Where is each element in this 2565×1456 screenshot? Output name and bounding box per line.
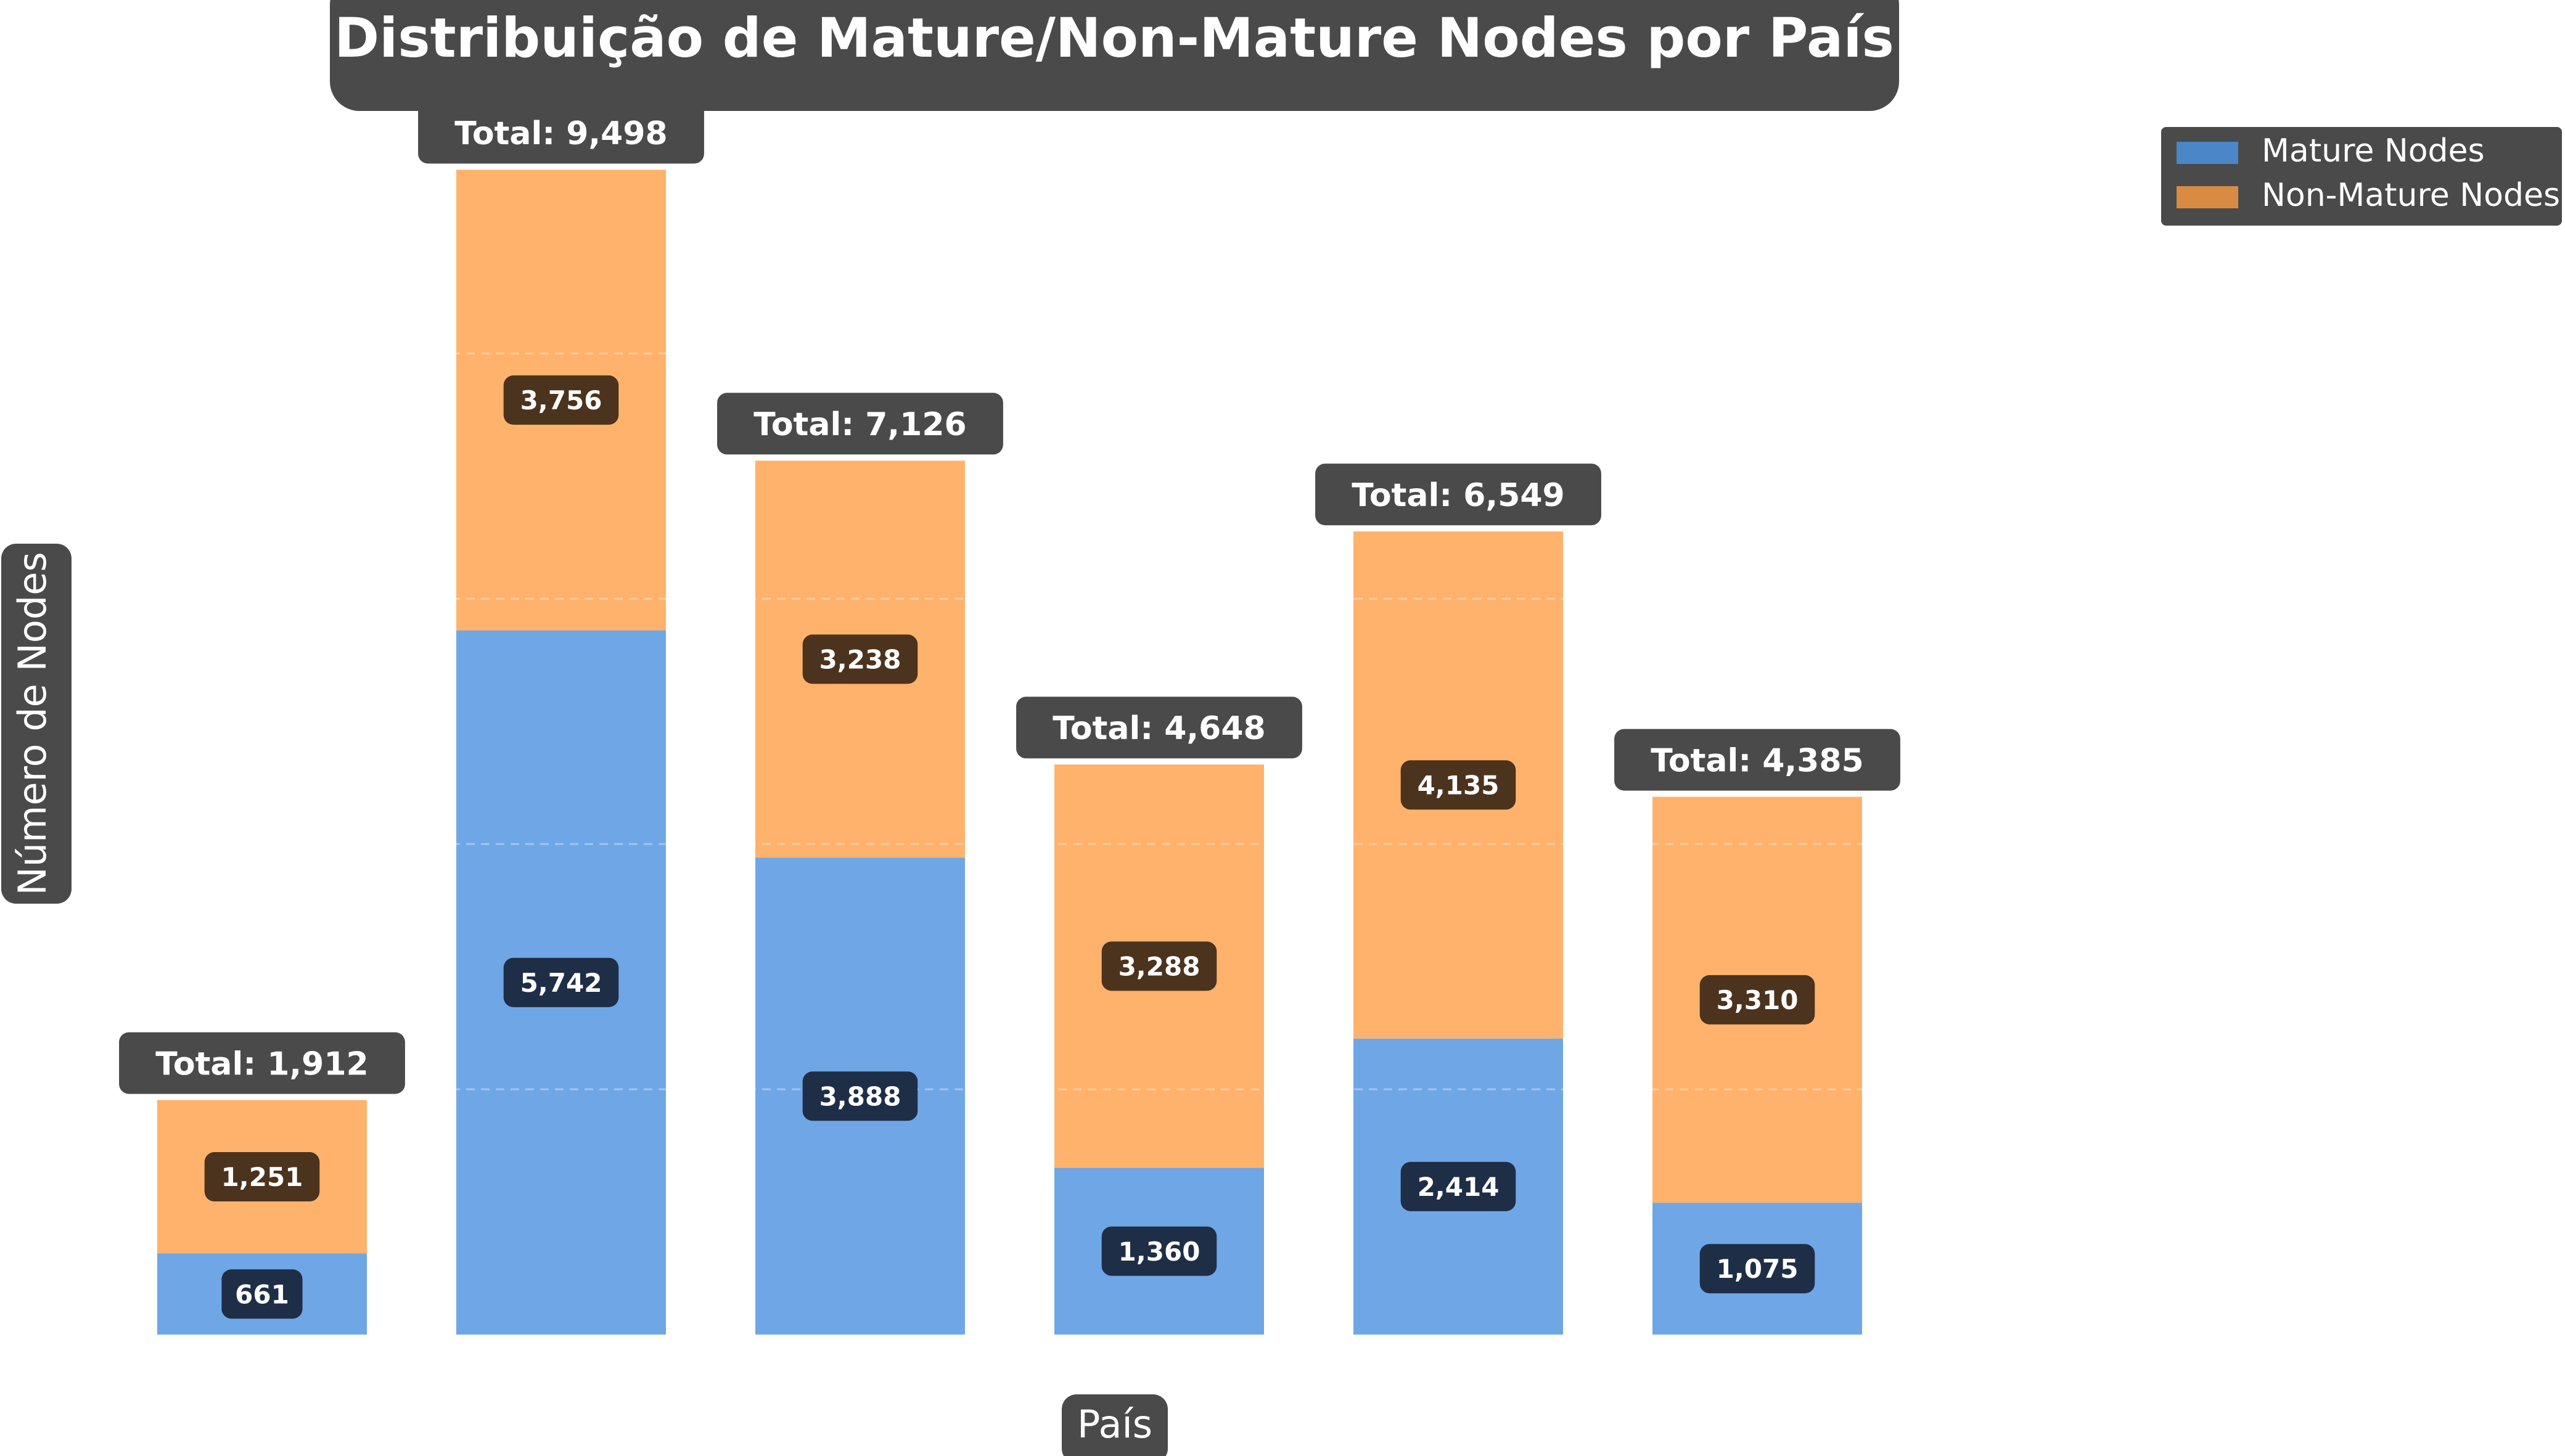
label-total-1: Total: 9,498 — [454, 115, 667, 152]
label-mature-3-box — [1101, 1226, 1217, 1276]
legend-label-non-mature: Non-Mature Nodes — [2262, 177, 2560, 214]
legend-label-mature: Mature Nodes — [2262, 133, 2485, 170]
label-mature-4-box — [1400, 1161, 1516, 1211]
label-non-mature-3-box — [1101, 941, 1217, 991]
chart-title-box — [330, 0, 1899, 111]
legend-box — [2161, 127, 2562, 226]
y-axis-label-text: Número de Nodes — [10, 552, 55, 895]
label-mature-5-box — [1699, 1244, 1815, 1294]
label-non-mature-5: 3,310 — [1717, 985, 1799, 1015]
x-axis-label: País — [1062, 1394, 1168, 1456]
label-total-5-box — [1614, 729, 1900, 791]
bars — [157, 170, 1862, 1335]
legend: Mature Nodes Non-Mature Nodes — [2161, 127, 2562, 226]
label-mature-5: 1,075 — [1717, 1254, 1799, 1284]
label-mature-4: 2,414 — [1418, 1172, 1500, 1202]
label-mature-2: 3,888 — [819, 1081, 901, 1111]
label-total-5: Total: 4,385 — [1651, 742, 1863, 779]
chart-title: Distribuição de Mature/Non-Mature Nodes … — [330, 0, 1899, 111]
label-total-0-box — [119, 1032, 405, 1094]
legend-swatch-mature — [2177, 142, 2238, 164]
y-axis-label: Número de Nodes — [1, 544, 72, 904]
label-non-mature-2-box — [802, 634, 918, 684]
legend-item-mature: Mature Nodes — [2177, 133, 2485, 170]
label-mature-0: 661 — [235, 1279, 289, 1309]
label-total-4-box — [1315, 464, 1601, 526]
x-axis-label-text: País — [1077, 1402, 1152, 1447]
label-non-mature-0-box — [204, 1152, 320, 1202]
legend-swatch-non-mature — [2177, 186, 2238, 208]
label-total-2: Total: 7,126 — [753, 406, 966, 443]
label-total-2-box — [717, 393, 1003, 455]
y-axis-label-box — [1, 544, 72, 904]
data-labels: 661 1,251 Total: 1,912 5,742 3,756 Total: 9,4… — [119, 102, 1900, 1319]
label-non-mature-4: 4,135 — [1418, 771, 1500, 801]
label-non-mature-1: 3,756 — [520, 385, 602, 415]
label-mature-0-box — [221, 1269, 303, 1319]
x-axis-label-box — [1062, 1394, 1168, 1456]
label-total-3-box — [1016, 697, 1302, 759]
label-total-3: Total: 4,648 — [1053, 710, 1265, 747]
grid-lines — [111, 352, 1998, 1090]
plot-area: 661 1,251 Total: 1,912 5,742 3,756 Total: 9,4… — [111, 102, 1998, 1335]
label-total-0: Total: 1,912 — [155, 1045, 368, 1082]
label-non-mature-0: 1,251 — [221, 1162, 303, 1192]
legend-item-non-mature: Non-Mature Nodes — [2177, 177, 2560, 214]
label-total-1-box — [418, 102, 704, 164]
label-mature-1: 5,742 — [520, 968, 602, 998]
label-total-4: Total: 6,549 — [1352, 477, 1564, 514]
label-non-mature-3: 3,288 — [1118, 951, 1200, 981]
label-non-mature-4-box — [1400, 760, 1516, 810]
label-mature-2-box — [802, 1071, 918, 1121]
label-mature-1-box — [503, 957, 619, 1007]
label-non-mature-1-box — [503, 375, 619, 425]
chart-title-text: Distribuição de Mature/Non-Mature Nodes … — [334, 6, 1894, 70]
label-mature-3: 1,360 — [1118, 1237, 1200, 1267]
label-non-mature-5-box — [1699, 975, 1815, 1025]
label-non-mature-2: 3,238 — [819, 645, 901, 675]
